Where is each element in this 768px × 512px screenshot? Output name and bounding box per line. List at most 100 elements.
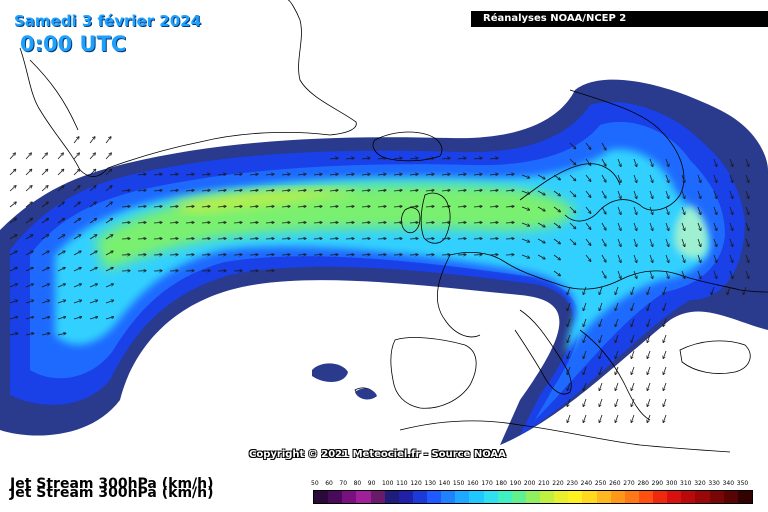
wind-arrow xyxy=(313,190,322,191)
legend-level-label: 70 xyxy=(339,480,348,487)
wind-arrow xyxy=(137,222,146,223)
coastline-black-sea xyxy=(679,340,751,374)
wind-arrow xyxy=(313,222,322,223)
wind-arrow xyxy=(537,222,545,227)
wind-arrow xyxy=(567,286,571,295)
wind-arrow xyxy=(169,206,178,207)
wind-arrow xyxy=(681,206,685,215)
wind-arrow xyxy=(361,238,370,239)
coastline-iberia xyxy=(390,337,477,409)
time-label: 0:00 UTC xyxy=(20,32,127,56)
wind-arrow xyxy=(647,398,651,407)
wind-arrow xyxy=(617,206,621,214)
wind-arrow xyxy=(617,254,621,262)
wind-arrow xyxy=(393,206,402,207)
wind-arrow xyxy=(615,366,619,375)
wind-arrow xyxy=(89,202,96,208)
wind-arrow xyxy=(73,300,82,304)
wind-arrow xyxy=(73,251,81,256)
wind-arrow xyxy=(713,206,717,215)
coastline-norway xyxy=(519,163,621,201)
wind-arrow xyxy=(345,174,354,175)
wind-arrow xyxy=(25,169,32,176)
legend-swatch xyxy=(681,491,696,503)
legend-level-label: 350 xyxy=(736,480,749,487)
legend-swatch xyxy=(412,491,427,503)
wind-arrow xyxy=(41,169,48,176)
wind-arrow xyxy=(649,270,653,279)
wind-arrow xyxy=(217,206,226,207)
wind-arrow xyxy=(441,222,450,223)
legend-swatch xyxy=(525,491,540,503)
wind-arrow xyxy=(265,206,274,207)
wind-arrow xyxy=(25,218,33,224)
wind-arrow xyxy=(9,202,16,208)
legend-level-label: 100 xyxy=(381,480,394,487)
wind-arrow xyxy=(631,286,635,295)
wind-arrow xyxy=(553,174,560,180)
wind-arrow xyxy=(567,350,571,359)
wind-arrow xyxy=(617,238,621,246)
legend-level-label: 160 xyxy=(467,480,479,487)
wind-arrow xyxy=(601,158,606,166)
wind-arrow xyxy=(663,398,667,407)
legend-swatch xyxy=(709,491,724,503)
wind-arrow xyxy=(473,158,482,159)
wind-arrow xyxy=(425,238,434,239)
wind-arrow xyxy=(633,270,637,279)
wind-arrow xyxy=(489,174,498,175)
wind-arrow xyxy=(89,218,97,224)
wind-arrow xyxy=(583,366,587,375)
wind-arrow xyxy=(647,286,651,295)
wind-arrow xyxy=(9,186,16,192)
wind-arrow xyxy=(663,382,667,391)
legend-level-label: 340 xyxy=(722,480,735,487)
wind-arrow xyxy=(681,254,685,263)
wind-arrow xyxy=(631,366,635,375)
legend-level-label: 260 xyxy=(609,480,621,487)
wind-arrow xyxy=(25,251,33,256)
wind-arrow xyxy=(567,366,571,375)
wind-arrow xyxy=(649,222,653,231)
wind-arrow xyxy=(697,174,701,183)
wind-arrow xyxy=(73,137,79,144)
legend-title-shadow: Jet Stream 300hPa (km/h) xyxy=(10,485,214,501)
wind-arrow xyxy=(457,222,466,223)
wind-arrow xyxy=(153,222,162,223)
wind-arrow xyxy=(489,206,498,207)
wind-arrow xyxy=(25,333,34,336)
wind-arrow xyxy=(9,317,18,320)
wind-arrow xyxy=(281,238,290,239)
legend-swatch xyxy=(582,491,597,503)
wind-arrow xyxy=(105,284,113,288)
wind-arrow xyxy=(537,206,545,211)
wind-arrow xyxy=(153,206,162,207)
wind-arrow xyxy=(121,222,130,223)
wind-arrow xyxy=(393,238,402,239)
wind-arrow xyxy=(567,382,571,391)
legend-swatch xyxy=(723,491,738,503)
wind-arrow xyxy=(89,284,97,288)
wind-arrow xyxy=(217,222,226,223)
wind-arrow xyxy=(615,350,619,359)
wind-arrow xyxy=(665,222,669,231)
wind-arrow xyxy=(217,190,226,191)
wind-arrow xyxy=(201,174,210,175)
wind-arrow xyxy=(553,206,560,212)
wind-arrow xyxy=(105,251,113,256)
wind-arrow xyxy=(25,235,33,240)
wind-arrow xyxy=(505,190,514,191)
wind-arrow xyxy=(743,286,747,295)
wind-arrow xyxy=(137,190,146,191)
wind-arrow xyxy=(89,169,96,176)
source-banner: Réanalyses NOAA/NCEP 2 xyxy=(471,11,768,27)
wind-arrow xyxy=(409,222,418,223)
legend-swatch xyxy=(384,491,399,503)
wind-arrow xyxy=(599,350,603,359)
wind-arrow xyxy=(729,206,733,215)
wind-arrow xyxy=(393,158,402,159)
wind-arrow xyxy=(489,190,498,191)
wind-arrow xyxy=(329,158,338,159)
legend-swatch xyxy=(483,491,498,503)
wind-arrow xyxy=(73,186,80,192)
